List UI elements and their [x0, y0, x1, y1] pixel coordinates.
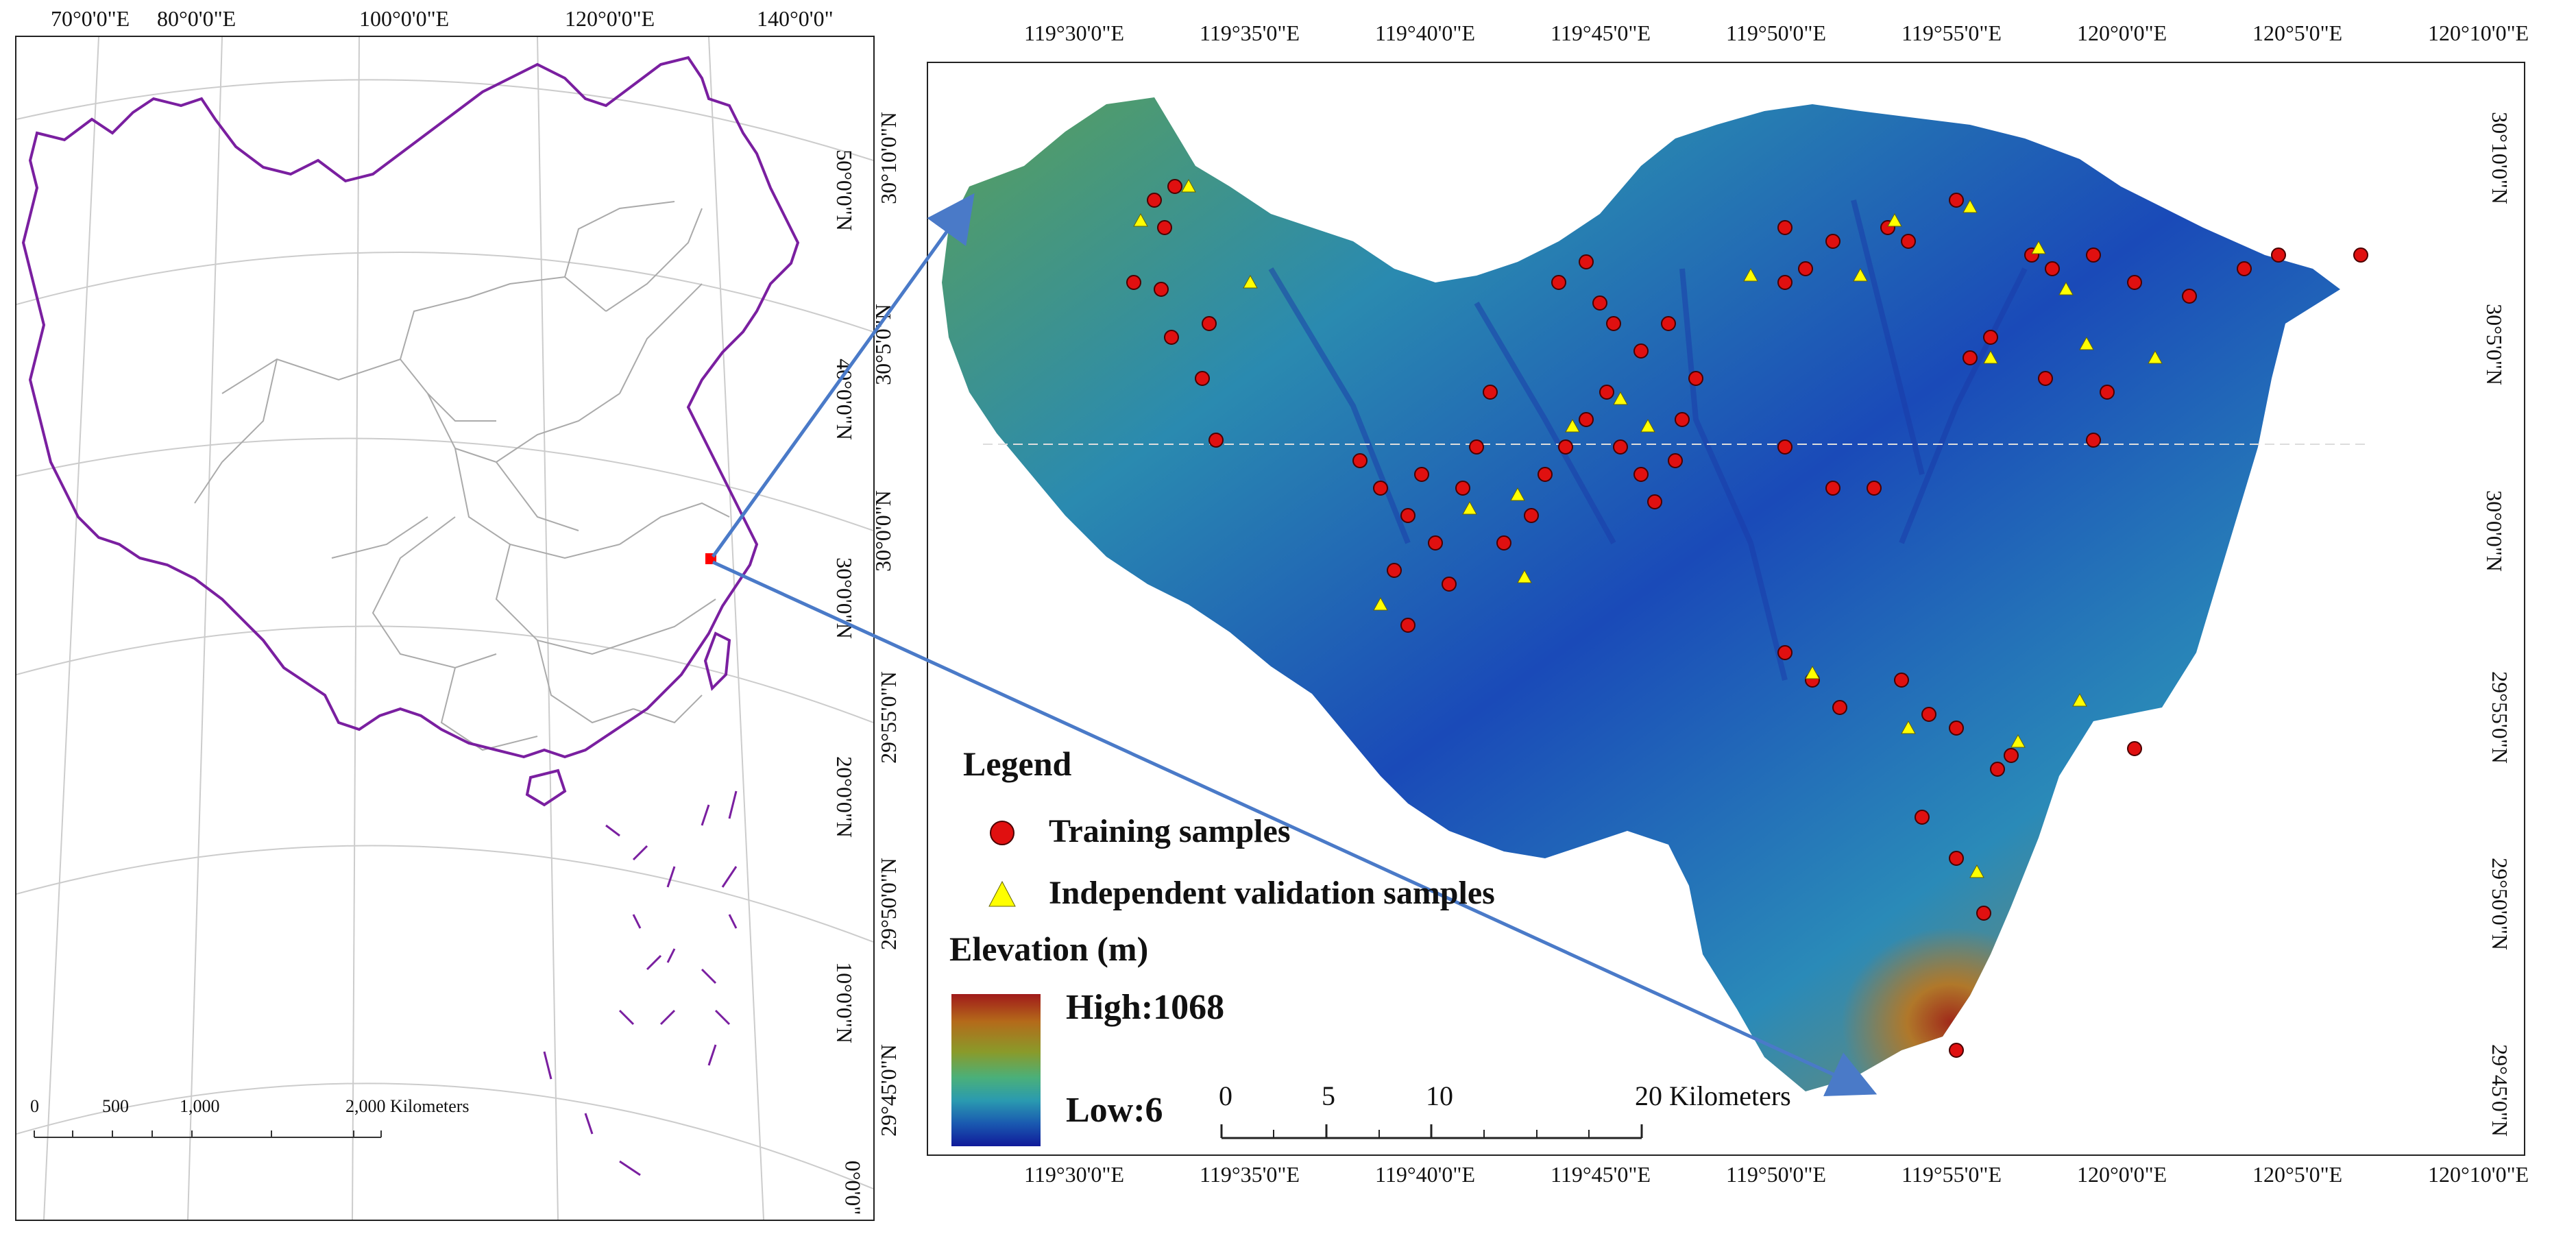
- elevation-high-label: High:1068: [1066, 988, 1225, 1027]
- right-top-lon-label: 119°55'0"E: [1901, 21, 2002, 45]
- left-lat-label: 40°0'0"N: [831, 359, 857, 440]
- left-lon-label: 120°0'0"E: [565, 6, 655, 31]
- left-scale-number: 2,000 Kilometers: [345, 1096, 470, 1116]
- right-top-lon-label: 119°45'0"E: [1551, 21, 1651, 45]
- right-bottom-lon-label: 119°55'0"E: [1901, 1162, 2002, 1187]
- graticule: [16, 37, 873, 1220]
- right-scale-number: 20 Kilometers: [1635, 1080, 1791, 1111]
- south-china-sea-islands: [543, 790, 738, 1176]
- right-top-lon-label: 120°0'0"E: [2077, 21, 2167, 45]
- taiwan-island: [703, 631, 731, 691]
- left-lat-label: 0°0'0": [840, 1160, 866, 1215]
- right-top-lon-label: 119°35'0"E: [1200, 21, 1300, 45]
- right-left-lat-label: 29°45'0"N: [875, 1044, 901, 1137]
- right-bottom-lon-label: 120°5'0"E: [2252, 1162, 2343, 1187]
- left-scale-number: 0: [30, 1096, 39, 1116]
- left-lon-label: 100°0'0"E: [359, 6, 450, 31]
- right-scale-number: 10: [1426, 1080, 1453, 1111]
- right-right-lat-label: 30°10'0"N: [2487, 112, 2512, 204]
- left-lon-label: 70°0'0"E: [51, 6, 130, 31]
- right-top-lon-label: 120°10'0"E: [2428, 21, 2529, 45]
- right-right-lat-label: 30°0'0"N: [2481, 490, 2507, 572]
- right-bottom-lon-label: 119°45'0"E: [1551, 1162, 1651, 1187]
- legend-training-label: Training samples: [1049, 813, 1291, 849]
- hainan-island: [525, 769, 567, 807]
- right-right-lat-label: 29°50'0"N: [2487, 858, 2512, 950]
- study-area-dem: [942, 97, 2340, 1091]
- training-samples: [1126, 179, 2368, 1058]
- right-bottom-lon-label: 119°30'0"E: [1024, 1162, 1124, 1187]
- left-scale-bar: [34, 1130, 382, 1138]
- china-boundary: [21, 56, 800, 759]
- right-left-lat-label: 30°5'0"N: [870, 304, 895, 385]
- right-right-lat-label: 29°55'0"N: [2487, 671, 2512, 764]
- right-right-lat-label: 30°5'0"N: [2481, 304, 2507, 385]
- left-lat-label: 10°0'0"N: [831, 962, 857, 1043]
- right-scale-bar: [1220, 1124, 1643, 1139]
- province-boundaries: [194, 201, 730, 751]
- study-area-marker: [705, 553, 716, 564]
- left-lon-label: 80°0'0"E: [157, 6, 236, 31]
- right-top-lon-label: 119°30'0"E: [1024, 21, 1124, 45]
- legend-validation-label: Independent validation samples: [1049, 875, 1495, 911]
- legend-title: Legend: [963, 745, 1072, 783]
- right-top-lon-label: 119°50'0"E: [1726, 21, 1826, 45]
- right-left-lat-label: 30°10'0"N: [875, 112, 901, 204]
- left-lon-label: 140°0'0": [757, 6, 834, 31]
- left-scale-number: 500: [102, 1096, 129, 1116]
- right-bottom-lon-label: 120°10'0"E: [2428, 1162, 2529, 1187]
- right-bottom-lon-label: 119°40'0"E: [1375, 1162, 1475, 1187]
- elevation-title: Elevation (m): [949, 930, 1149, 968]
- left-lat-label: 30°0'0"N: [831, 557, 857, 639]
- right-top-lon-label: 120°5'0"E: [2252, 21, 2343, 45]
- right-left-lat-label: 29°55'0"N: [875, 671, 901, 764]
- right-right-lat-label: 29°45'0"N: [2487, 1044, 2512, 1137]
- overview-map-panel: 70°0'0"E 80°0'0"E 100°0'0"E 120°0'0"E 14…: [15, 6, 875, 1221]
- right-scale-number: 0: [1219, 1080, 1232, 1111]
- right-bottom-lon-label: 119°35'0"E: [1200, 1162, 1300, 1187]
- elevation-low-label: Low:6: [1066, 1091, 1163, 1130]
- right-top-lon-label: 119°40'0"E: [1375, 21, 1475, 45]
- left-scale-number: 1,000: [180, 1096, 220, 1116]
- right-bottom-lon-label: 120°0'0"E: [2077, 1162, 2167, 1187]
- right-scale-number: 5: [1322, 1080, 1335, 1111]
- left-lat-label: 20°0'0"N: [831, 756, 857, 838]
- right-bottom-lon-label: 119°50'0"E: [1726, 1162, 1826, 1187]
- right-left-lat-label: 29°50'0"N: [875, 858, 901, 950]
- right-left-lat-label: 30°0'0"N: [870, 490, 895, 572]
- elevation-color-ramp: [951, 994, 1041, 1146]
- overview-map: [16, 37, 873, 1220]
- left-lat-label: 50°0'0"N: [831, 149, 857, 231]
- legend-training-symbol: [990, 821, 1014, 845]
- legend-validation-symbol: [988, 880, 1016, 907]
